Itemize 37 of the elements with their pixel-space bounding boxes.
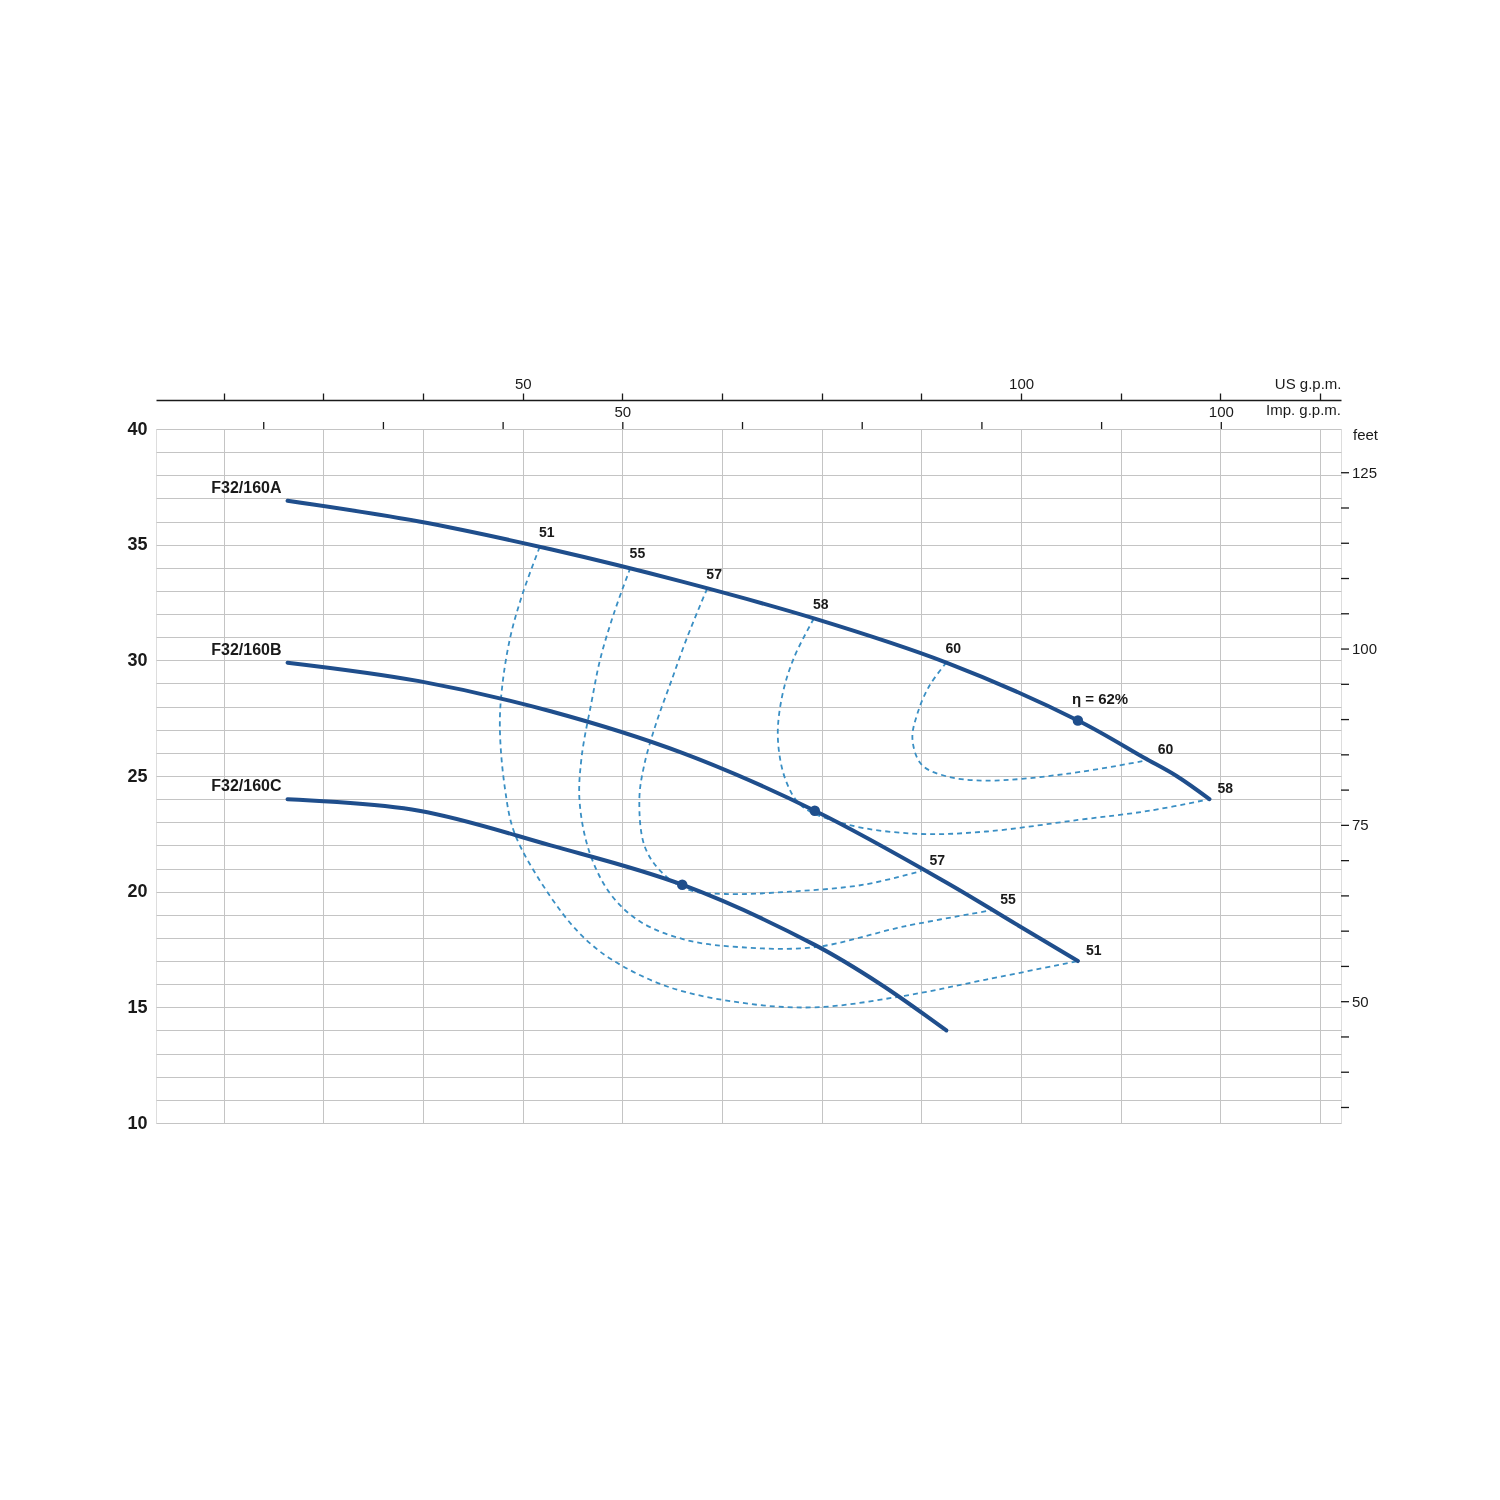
text: 55 bbox=[1000, 891, 1016, 908]
point bbox=[809, 805, 821, 816]
annotation: η = 62% bbox=[1071, 690, 1129, 708]
line-series bbox=[285, 498, 1212, 802]
y-tick-label: 20 bbox=[127, 881, 148, 902]
text: 51 bbox=[1085, 942, 1102, 959]
y-tick-label: 25 bbox=[127, 765, 148, 786]
line-series bbox=[285, 660, 1080, 964]
x2-tick-label: 50 bbox=[614, 403, 632, 420]
y-tick-label: 40 bbox=[127, 418, 148, 439]
point bbox=[1072, 715, 1084, 726]
y-tick-label: 15 bbox=[127, 996, 148, 1017]
y-tick-label: 10 bbox=[127, 1112, 148, 1133]
y2-tick-label: 125 bbox=[1352, 463, 1378, 481]
series-label: 55 bbox=[629, 544, 646, 561]
series-label: F32/160B bbox=[211, 640, 282, 658]
line-series bbox=[638, 587, 923, 896]
text: 60 bbox=[1157, 740, 1174, 757]
series-label: 51 bbox=[538, 523, 555, 540]
y-tick-label: 30 bbox=[127, 649, 148, 670]
line-series bbox=[285, 797, 949, 1033]
y-tick-label: 35 bbox=[127, 534, 148, 555]
x2-tick-label: 100 bbox=[1208, 403, 1234, 420]
text: 57 bbox=[929, 851, 945, 868]
series-label: 57 bbox=[706, 565, 723, 582]
x-axis-title: US g.p.m. bbox=[1274, 374, 1342, 392]
y2-axis-title: feet bbox=[1353, 426, 1379, 443]
series-label: 58 bbox=[812, 595, 829, 612]
y2-tick-label: 75 bbox=[1352, 816, 1369, 834]
text: 58 bbox=[1217, 780, 1234, 797]
x2-axis-title: Imp. g.p.m. bbox=[1265, 401, 1341, 418]
y2-tick-label: 50 bbox=[1352, 992, 1369, 1010]
y2-tick-label: 100 bbox=[1352, 640, 1378, 658]
series-label: F32/160A bbox=[211, 478, 282, 496]
series-label: F32/160C bbox=[211, 777, 282, 795]
point bbox=[676, 879, 688, 890]
series-label: 60 bbox=[945, 639, 962, 656]
